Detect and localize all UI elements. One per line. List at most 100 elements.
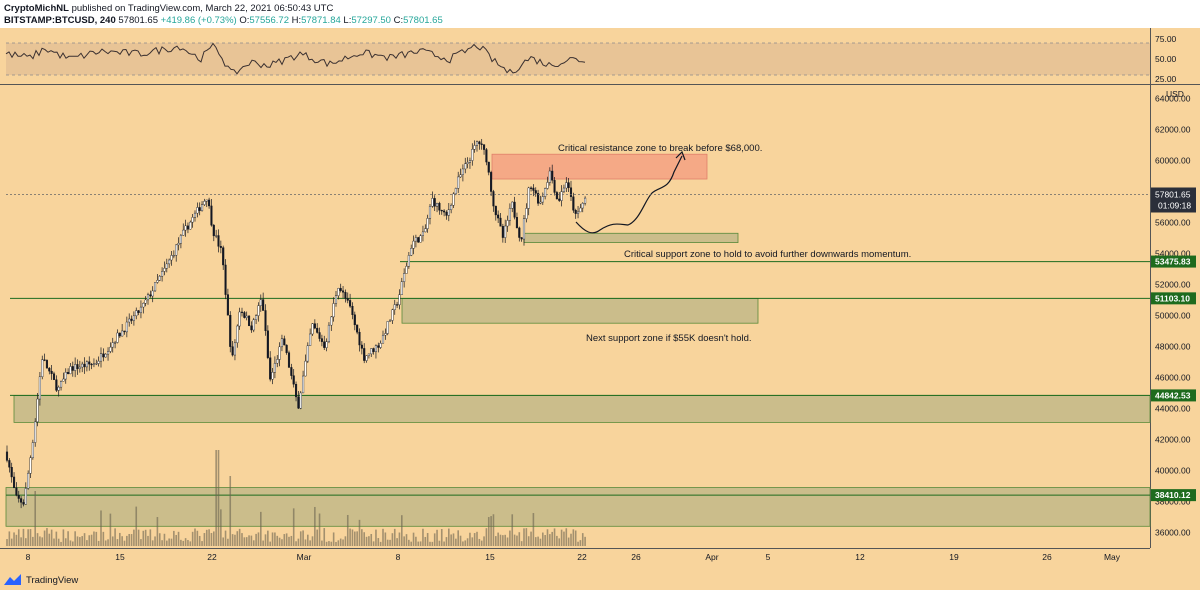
volume-bar [527,536,530,546]
candle-body [135,310,138,317]
volume-bar [361,529,363,546]
x-tick-label: 15 [485,552,495,562]
volume-bar [62,529,65,546]
level-price-label: 51103.10 [1155,293,1190,303]
candle-body [330,316,333,326]
y-tick-label: 36000.00 [1155,527,1191,537]
candle-body [351,305,354,315]
candle-body [553,180,556,193]
open-value: 57556.72 [249,15,289,26]
candle-body [38,376,41,400]
volume-bar [170,538,173,546]
candle-body [212,224,215,237]
volume-bar [175,534,177,546]
candle-body [398,294,401,306]
volume-bar [330,541,333,546]
volume-bar [346,514,349,546]
volume-bar [379,541,382,546]
volume-bar [455,538,457,546]
y-tick-label: 38000.00 [1155,496,1191,506]
candle-body [360,344,363,349]
tradingview-brand[interactable]: TradingView [4,574,78,586]
volume-bar [542,532,544,546]
volume-bar [168,538,170,546]
candle-body [247,315,251,326]
candle-body [27,473,30,489]
volume-bar [393,528,396,546]
volume-bar [520,541,523,546]
price-chart[interactable]: 75.00 50.00 25.00 Critical resistance zo… [0,28,1200,571]
volume-bar [278,537,281,546]
volume-bar [182,540,185,546]
y-tick-label: 44000.00 [1155,403,1191,413]
volume-bar [126,535,128,546]
candle-body [45,360,48,369]
candle-body [156,280,159,283]
volume-bar [396,538,398,546]
symbol-label[interactable]: BITSTAMP:BTCUSD, 240 [4,15,116,26]
volume-bar [144,529,147,546]
candle-body [149,294,152,297]
candle-body [555,192,558,200]
candle-body [320,338,323,342]
x-tick-label: 22 [207,552,217,562]
volume-bar [100,510,102,546]
candle-body [121,330,124,337]
candle-body [379,343,382,348]
candle-body [257,305,260,316]
candle-body [365,355,368,361]
candle-body [205,199,208,202]
candle-body [405,265,408,274]
candle-body [302,375,305,394]
volume-bar [250,535,253,546]
candle-body [337,288,340,296]
candle-body [184,225,187,231]
candle-body [475,141,479,146]
volume-bar [342,539,344,546]
candle-body [285,344,288,353]
resistance-note: Critical resistance zone to break before… [558,143,762,154]
volume-bar [72,541,74,546]
candle-body [527,187,530,209]
volume-bar [556,535,558,546]
volume-bar [194,528,196,546]
zone-support-51k [401,297,759,324]
candle-body [36,398,39,423]
candle-body [219,246,222,248]
x-tick-label: 8 [26,552,31,562]
candle-body [407,255,410,267]
candle-body [468,160,472,163]
volume-bar [274,532,276,546]
candle-body [374,345,378,352]
publisher-name[interactable]: CryptoMichNL [4,3,69,14]
volume-bar [581,533,584,546]
candle-body [158,276,161,281]
candle-body [480,143,483,145]
volume-bar [485,528,488,546]
volume-bar [325,541,328,546]
volume-bar [255,533,257,546]
volume-bar [412,532,415,546]
tradingview-logo-icon [4,574,21,585]
volume-bar [264,534,267,546]
volume-bar [252,540,255,546]
candle-body [233,342,237,356]
volume-bars [6,450,586,546]
candle-body [501,226,504,238]
candle-body [210,205,213,226]
volume-bar [365,536,368,546]
volume-bar [335,541,337,546]
volume-bar [34,491,36,546]
rsi-tick-75: 75.00 [1155,34,1177,44]
volume-bar [323,528,326,546]
candle-body [309,333,312,346]
chart-header: CryptoMichNL published on TradingView.co… [0,0,1200,28]
volume-bar [419,541,422,546]
candle-body [433,198,436,207]
candle-body [146,294,150,301]
volume-bar [10,538,13,546]
candle-body [34,421,37,443]
projection-path [575,155,683,234]
candle-body [132,315,135,321]
volume-bar [518,532,521,546]
